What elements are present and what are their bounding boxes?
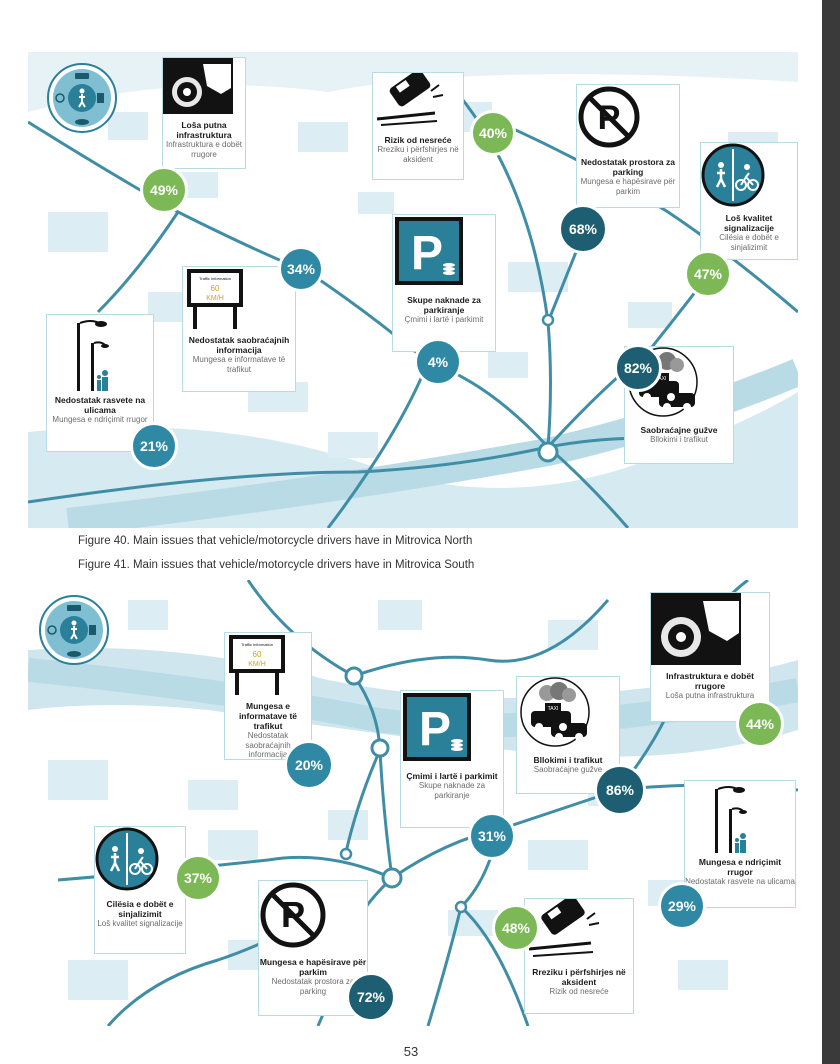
traffic-jam-icon: TAXI xyxy=(520,677,606,755)
issue-card-road-infrastructure: Loša putna infrastruktura Infrastruktura… xyxy=(162,57,246,169)
card-title: Nedostatak rasvete na ulicama xyxy=(54,395,146,415)
percent-badge: 40% xyxy=(470,110,516,156)
card-subtitle: Mungesa e hapësirave për parkim xyxy=(580,177,676,196)
svg-text:KM/H: KM/H xyxy=(248,661,266,668)
card-subtitle: Loš kvalitet signalizacije xyxy=(97,919,183,928)
issue-card-parking-fees: P Skupe naknade za parkiranje Çmimi i la… xyxy=(392,214,496,352)
issue-card-parking-space: P Nedostatak prostora za parking Mungesa… xyxy=(576,84,680,208)
no-parking-icon: P xyxy=(260,882,347,957)
map-mitrovica-south: Traffic Information 60 KM/H Mungesa e info… xyxy=(28,580,798,1026)
road-damage-icon xyxy=(163,58,239,120)
road-damage-icon xyxy=(651,593,755,671)
map-mitrovica-north: Loša putna infrastruktura Infrastruktura… xyxy=(28,52,798,528)
percent-badge: 4% xyxy=(414,338,462,386)
card-title: Nedostatak saobraćajnih informacija xyxy=(188,335,290,355)
issue-card-road-infrastructure: Infrastruktura e dobët rrugore Loša putn… xyxy=(650,592,770,722)
percent-badge: 29% xyxy=(658,882,706,930)
card-title: Bllokimi i trafikut xyxy=(533,755,603,765)
issue-card-signalization: Cilësia e dobët e sinjalizimit Loš kvali… xyxy=(94,826,186,954)
card-title: Skupe naknade za parkiranje xyxy=(407,295,481,315)
traffic-info-sign-icon: Traffic Information 60 KM/H xyxy=(229,635,300,701)
issue-card-street-lighting: Mungesa e ndriçimit rrugor Nedostatak ra… xyxy=(684,780,796,908)
percent-badge: 37% xyxy=(174,854,222,902)
card-subtitle: Saobraćajne gužve xyxy=(533,765,603,774)
percent-badge: 20% xyxy=(284,740,334,790)
svg-text:60: 60 xyxy=(211,284,220,293)
percent-badge: 21% xyxy=(130,422,178,470)
card-subtitle: Rreziku i përfshirjes në aksident xyxy=(377,145,459,164)
percent-badge: 49% xyxy=(140,166,188,214)
percent-badge: 44% xyxy=(736,700,784,748)
card-subtitle: Loša putna infrastruktura xyxy=(665,691,755,700)
card-subtitle: Nedostatak rasvete na ulicama xyxy=(685,877,795,886)
car-crash-icon xyxy=(528,899,617,967)
page-number: 53 xyxy=(403,1044,419,1059)
card-title: Infrastruktura e dobët rrugore xyxy=(666,671,754,691)
card-title: Nedostatak prostora za parking xyxy=(581,157,675,177)
issue-card-accident-risk: Rreziku i përfshirjes në aksident Rizik … xyxy=(524,898,634,1014)
svg-text:KM/H: KM/H xyxy=(206,295,224,302)
svg-text:Traffic Information: Traffic Information xyxy=(241,642,273,647)
card-subtitle: Rizik od nesreće xyxy=(549,987,609,996)
card-subtitle: Çmimi i lartë i parkimit xyxy=(404,315,484,324)
percent-badge: 72% xyxy=(346,972,396,1022)
percent-badge: 47% xyxy=(684,250,732,298)
issue-card-parking-fees: P Çmimi i lartë i parkimit Skupe naknade… xyxy=(400,690,504,828)
card-subtitle: Nedostatak prostora za parking xyxy=(271,977,355,996)
card-title: Mungesa e hapësirave për parkim xyxy=(259,957,367,977)
parking-fee-icon: P xyxy=(403,693,488,771)
card-title: Çmimi i lartë i parkimit xyxy=(406,771,498,781)
issue-card-parking-space: P Mungesa e hapësirave për parkim Nedost… xyxy=(258,880,368,1016)
car-crash-icon xyxy=(376,73,454,135)
svg-text:TAXI: TAXI xyxy=(656,376,667,382)
no-parking-icon: P xyxy=(578,86,660,157)
card-title: Loša putna infrastruktura xyxy=(176,120,232,140)
figure-40-caption: Figure 40. Main issues that vehicle/moto… xyxy=(78,535,473,547)
street-light-icon xyxy=(705,785,775,857)
issue-card-accident-risk: Rizik od nesreće Rreziku i përfshirjes n… xyxy=(372,72,464,180)
card-title: Rreziku i përfshirjes në aksident xyxy=(532,967,626,987)
svg-text:60: 60 xyxy=(253,650,262,659)
viewer-scrollbar[interactable] xyxy=(822,0,840,1064)
transport-mode-icon xyxy=(46,62,118,134)
card-title: Loš kvalitet signalizacije xyxy=(723,213,775,233)
svg-text:TAXI: TAXI xyxy=(548,706,559,712)
card-subtitle: Skupe naknade za parkiranje xyxy=(418,781,486,800)
card-title: Mungesa e informatave të trafikut xyxy=(238,701,298,731)
issue-card-signalization: Loš kvalitet signalizacije Cilësia e dob… xyxy=(700,142,798,260)
parking-fee-icon: P xyxy=(395,217,480,295)
percent-badge: 31% xyxy=(468,812,516,860)
figure-41-caption: Figure 41. Main issues that vehicle/moto… xyxy=(78,559,475,571)
svg-text:Traffic Information: Traffic Information xyxy=(199,276,231,281)
card-subtitle: Nedostatak saobraćajnih informacija xyxy=(245,731,291,759)
transport-mode-icon xyxy=(38,594,110,666)
card-subtitle: Bllokimi i trafikut xyxy=(650,435,708,444)
traffic-info-sign-icon: Traffic Information 60 KM/H xyxy=(187,269,271,335)
percent-badge: 82% xyxy=(614,344,662,392)
card-subtitle: Cilësia e dobët e sinjalizimit xyxy=(719,233,779,252)
street-light-icon xyxy=(65,319,135,395)
percent-badge: 68% xyxy=(558,204,608,254)
percent-badge: 86% xyxy=(594,764,646,816)
issue-card-traffic-congestion: TAXI Bllokimi i trafikut Saobraćajne guž… xyxy=(516,676,620,794)
card-subtitle: Mungesa e ndriçimit rrugor xyxy=(52,415,148,424)
card-subtitle: Mungesa e informatave të trafikut xyxy=(192,355,286,374)
card-title: Rizik od nesreće xyxy=(384,135,452,145)
percent-badge: 34% xyxy=(278,246,324,292)
svg-text:P: P xyxy=(411,227,443,280)
card-title: Cilësia e dobët e sinjalizimit xyxy=(106,899,174,919)
pedestrian-bike-sign-icon xyxy=(95,827,172,899)
card-title: Mungesa e ndriçimit rrugor xyxy=(698,857,782,877)
svg-text:P: P xyxy=(419,703,451,756)
issue-card-traffic-information: Traffic Information 60 KM/H Nedostatak sao… xyxy=(182,266,296,392)
pedestrian-bike-sign-icon xyxy=(701,143,781,213)
card-title: Saobraćajne gužve xyxy=(640,425,718,435)
card-subtitle: Infrastruktura e dobët rrugore xyxy=(165,140,243,159)
issue-card-traffic-information: Traffic Information 60 KM/H Mungesa e info… xyxy=(224,632,312,760)
percent-badge: 48% xyxy=(492,904,540,952)
